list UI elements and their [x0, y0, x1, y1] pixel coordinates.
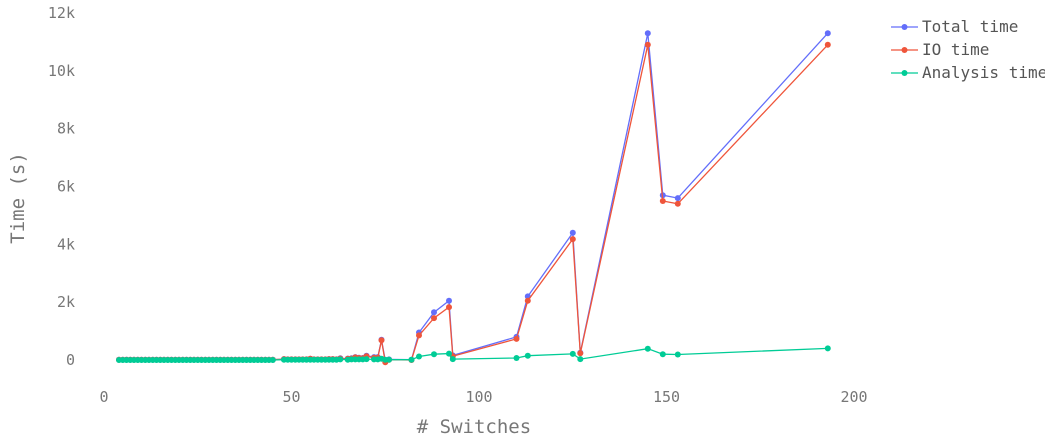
legend-swatch-marker [901, 24, 908, 30]
data-point [674, 351, 681, 358]
legend-label: IO time [922, 40, 989, 59]
legend: Total time IO time Analysis time [891, 17, 1045, 82]
data-point [569, 236, 576, 243]
data-point [378, 337, 385, 344]
y-axis-title: Time (s) [7, 152, 29, 244]
data-point [446, 304, 452, 311]
data-point [269, 357, 276, 363]
data-point [513, 355, 520, 361]
data-point [363, 356, 370, 363]
x-axis-ticks: 0 50 100 150 200 [99, 388, 867, 406]
series-total-time [116, 30, 831, 364]
x-tick-label: 150 [653, 388, 680, 406]
legend-swatch-marker [901, 70, 908, 76]
y-tick-label: 4k [57, 235, 75, 253]
data-point [513, 335, 520, 342]
data-point [824, 30, 831, 37]
legend-item[interactable]: IO time [891, 40, 989, 59]
data-point [431, 309, 437, 316]
data-point [569, 229, 576, 236]
data-point [644, 345, 651, 352]
data-point [524, 352, 531, 359]
series-io-time [116, 41, 831, 366]
series-layer [116, 30, 831, 366]
data-point [674, 195, 681, 202]
x-tick-label: 200 [840, 388, 867, 406]
y-tick-label: 10k [48, 62, 75, 80]
legend-item[interactable]: Total time [891, 17, 1018, 36]
data-point [659, 198, 666, 204]
data-point [569, 350, 576, 357]
y-tick-label: 12k [48, 4, 75, 22]
data-point [431, 315, 437, 322]
legend-label: Analysis time [922, 63, 1045, 82]
data-point [386, 356, 392, 363]
series-line [119, 32, 829, 362]
data-point [416, 332, 422, 339]
x-tick-label: 100 [465, 388, 492, 406]
data-point [449, 356, 456, 363]
y-axis-ticks: 0 2k 4k 6k 8k 10k 12k [48, 4, 75, 369]
x-tick-label: 0 [99, 388, 108, 406]
data-point [824, 41, 831, 48]
data-point [644, 41, 651, 48]
legend-label: Total time [922, 17, 1018, 36]
data-point [644, 30, 651, 37]
legend-item[interactable]: Analysis time [891, 63, 1045, 82]
data-point [577, 350, 584, 357]
data-point [524, 297, 531, 304]
data-point [446, 297, 452, 304]
legend-swatch-marker [901, 47, 908, 53]
series-analysis-time [116, 345, 831, 363]
data-point [337, 356, 344, 363]
y-tick-label: 0 [66, 351, 75, 369]
y-tick-label: 8k [57, 120, 75, 138]
x-tick-label: 50 [282, 388, 300, 406]
data-point [659, 351, 666, 358]
data-point [431, 351, 437, 358]
y-tick-label: 2k [57, 293, 75, 311]
data-point [408, 356, 415, 363]
x-axis-title: # Switches [417, 416, 531, 437]
data-point [446, 350, 452, 357]
data-point [824, 345, 831, 352]
series-line [119, 44, 829, 364]
data-point [577, 356, 584, 363]
data-point [416, 353, 422, 360]
y-tick-label: 6k [57, 178, 75, 196]
data-point [674, 200, 681, 207]
